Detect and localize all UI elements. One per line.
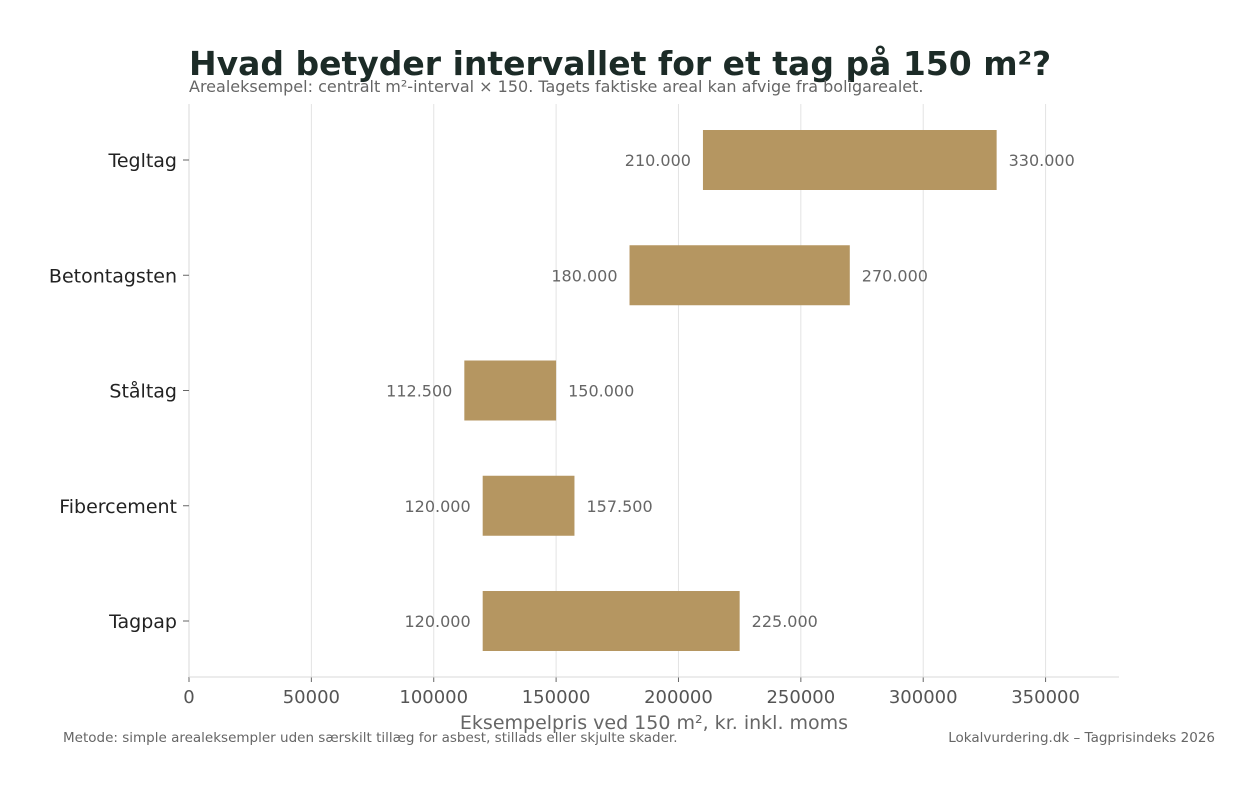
x-tick-label: 300000 <box>889 687 958 708</box>
range-bar <box>482 591 740 651</box>
axes: 0 50000 100000 150000 200000 250000 300000 3500… <box>49 104 1119 708</box>
chart-subtitle: Arealeksempel: centralt m²-interval × 15… <box>189 77 923 96</box>
range-bar <box>629 245 850 306</box>
x-tick-label: 250000 <box>766 687 835 708</box>
category-label: Ståltag <box>109 380 177 403</box>
range-bar <box>482 475 575 536</box>
high-value-label: 270.000 <box>862 266 928 285</box>
low-value-label: 120.000 <box>405 497 471 516</box>
high-value-label: 150.000 <box>568 382 634 401</box>
category-label: Fibercement <box>59 496 177 518</box>
x-tick-label: 350000 <box>1011 687 1080 708</box>
x-tick-label: 50000 <box>283 687 340 708</box>
x-tick-label: 0 <box>183 687 194 708</box>
high-value-label: 157.500 <box>586 497 652 516</box>
high-value-label: 330.000 <box>1009 151 1075 170</box>
low-value-label: 112.500 <box>386 382 452 401</box>
x-tick-label: 150000 <box>522 687 591 708</box>
x-tick-label: 200000 <box>644 687 713 708</box>
x-tick-label: 100000 <box>399 687 468 708</box>
method-note: Metode: simple arealeksempler uden særsk… <box>63 730 678 746</box>
range-bar <box>702 130 997 190</box>
low-value-label: 180.000 <box>551 266 617 285</box>
low-value-label: 120.000 <box>405 612 471 631</box>
x-axis-label: Eksempelpris ved 150 m², kr. inkl. moms <box>460 712 848 734</box>
range-bar <box>464 360 557 421</box>
source-credit: Lokalvurdering.dk – Tagprisindeks 2026 <box>948 730 1215 746</box>
high-value-label: 225.000 <box>752 612 818 631</box>
bars: 210.000 330.000 180.000 270.000 112.500 150.0… <box>386 130 1075 651</box>
category-label: Tegltag <box>107 150 177 172</box>
low-value-label: 210.000 <box>625 151 691 170</box>
chart-title: Hvad betyder intervallet for et tag på 1… <box>189 44 1051 83</box>
category-label: Tagpap <box>108 611 177 633</box>
category-label: Betontagsten <box>49 265 177 287</box>
